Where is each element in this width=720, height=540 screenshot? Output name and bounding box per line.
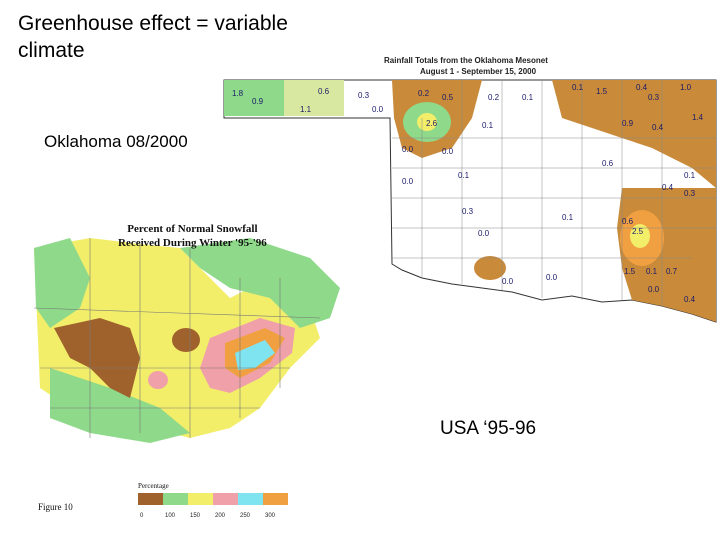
region-brown-center <box>172 328 200 352</box>
rainfall-label: 0.1 <box>458 171 470 180</box>
rainfall-label: 0.0 <box>442 147 454 156</box>
oklahoma-map-title-line2: August 1 - September 15, 2000 <box>420 67 537 76</box>
oklahoma-map-title-line1: Rainfall Totals from the Oklahoma Mesone… <box>384 56 548 65</box>
rainfall-label: 0.2 <box>488 93 500 102</box>
oklahoma-outline <box>223 79 717 323</box>
rainfall-label: 0.1 <box>562 213 574 222</box>
rainfall-label: 0.0 <box>546 273 558 282</box>
rainfall-label: 0.5 <box>442 93 454 102</box>
rainfall-label: 0.6 <box>602 159 614 168</box>
legend-tick-label: 200 <box>215 513 226 519</box>
rainfall-label: 0.3 <box>358 91 370 100</box>
rainfall-label: 0.0 <box>502 277 514 286</box>
oklahoma-rainfall-map: 1.80.91.10.6 0.30.00.2 0.5 0.2 0.10.1 1.5 0.40… <box>223 79 717 323</box>
rainfall-label: 0.0 <box>402 177 414 186</box>
snowfall-legend: 0 100 150 200 250 300 <box>138 493 288 519</box>
rainfall-label: 0.6 <box>318 87 330 96</box>
region-green-south <box>50 368 190 443</box>
region-green-northeast <box>180 238 340 328</box>
legend-tick-label: 100 <box>165 513 176 519</box>
legend-swatches <box>138 493 288 505</box>
rainfall-label: 0.9 <box>252 97 264 106</box>
northeast-wet-area <box>552 80 716 188</box>
rainfall-label: 0.1 <box>646 267 658 276</box>
legend-title: Percentage <box>138 482 169 490</box>
rainfall-label: 0.3 <box>684 189 696 198</box>
rainfall-label: 1.0 <box>680 83 692 92</box>
snowfall-title-line2: Received During Winter '95-'96 <box>118 237 267 249</box>
slide-title: Greenhouse effect = variable climate <box>18 12 288 62</box>
county-lines <box>392 80 716 306</box>
panhandle-wet-area <box>224 80 284 116</box>
figure-label: Figure 10 <box>38 502 73 512</box>
legend-swatch <box>263 493 288 505</box>
region-cyan-core <box>235 340 275 370</box>
rainfall-label: 0.7 <box>666 267 678 276</box>
legend-tick-label: 150 <box>190 513 201 519</box>
rainfall-label: 0.6 <box>622 217 634 226</box>
rainfall-label: 0.0 <box>648 285 660 294</box>
rainfall-label: 2.5 <box>632 227 644 236</box>
panhandle-mid-area <box>284 80 344 116</box>
rainfall-label: 0.4 <box>636 83 648 92</box>
rainfall-label: 0.1 <box>572 83 584 92</box>
rainfall-label: 1.5 <box>624 267 636 276</box>
rainfall-label: 1.5 <box>596 87 608 96</box>
rainfall-label: 0.0 <box>372 105 384 114</box>
rainfall-label: 0.9 <box>622 119 634 128</box>
legend-swatch <box>138 493 163 505</box>
oklahoma-caption: Oklahoma 08/2000 <box>44 132 188 151</box>
rainfall-label: 0.3 <box>648 93 660 102</box>
legend-tick-label: 250 <box>240 513 251 519</box>
east-peak-core <box>630 224 650 248</box>
snowfall-title-line1: Percent of Normal Snowfall <box>127 223 258 235</box>
snowfall-map <box>30 218 360 480</box>
rainfall-label: 0.4 <box>684 295 696 304</box>
legend-swatch <box>238 493 263 505</box>
rainfall-label: 0.4 <box>652 123 664 132</box>
region-pink-spot <box>148 371 168 389</box>
rainfall-label: 0.1 <box>522 93 534 102</box>
rainfall-label: 0.1 <box>482 121 494 130</box>
rainfall-label: 1.1 <box>300 105 312 114</box>
rainfall-label: 0.4 <box>662 183 674 192</box>
legend-swatch <box>213 493 238 505</box>
rainfall-label: 1.4 <box>692 113 704 122</box>
oklahoma-map-title: Rainfall Totals from the Oklahoma Mesone… <box>384 55 548 77</box>
rainfall-labels: 1.80.91.10.6 0.30.00.2 0.5 0.2 0.10.1 1.5 0.40… <box>232 83 704 304</box>
rainfall-label: 0.0 <box>402 145 414 154</box>
state-borders <box>33 238 321 438</box>
rainfall-label: 0.0 <box>478 229 490 238</box>
legend-swatch <box>163 493 188 505</box>
legend-swatch <box>188 493 213 505</box>
rainfall-label: 0.2 <box>418 89 430 98</box>
south-wet-area <box>474 256 506 280</box>
rainfall-label: 0.1 <box>684 171 696 180</box>
legend-tick-label: 0 <box>140 513 144 519</box>
rainfall-label: 0.3 <box>462 207 474 216</box>
region-green-west <box>34 238 90 328</box>
legend-ticks: 0 100 150 200 250 300 <box>140 513 276 519</box>
rainfall-label: 1.8 <box>232 89 244 98</box>
region-brown-west <box>54 318 140 398</box>
rainfall-label: 2.6 <box>426 119 438 128</box>
usa-caption: USA ‘95-96 <box>440 418 537 439</box>
legend-tick-label: 300 <box>265 513 276 519</box>
snowfall-map-title: Percent of Normal Snowfall Received Duri… <box>118 222 267 250</box>
